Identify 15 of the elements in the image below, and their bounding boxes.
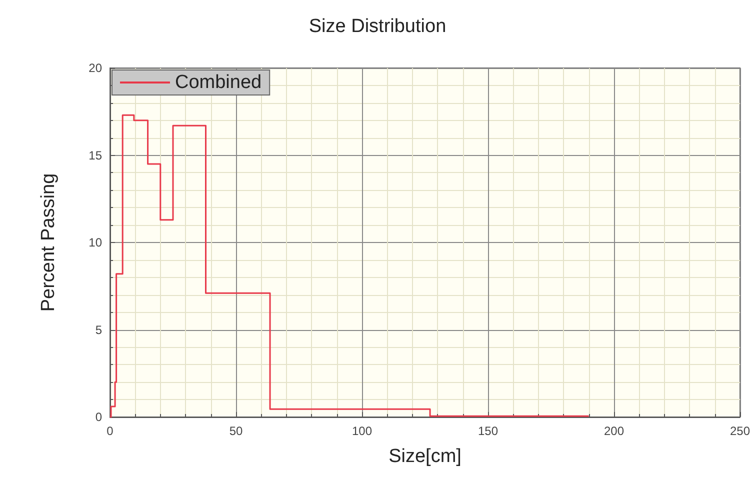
y-tick-label: 5 (95, 322, 102, 337)
y-tick-label: 20 (88, 61, 102, 75)
x-axis-title: Size[cm] (388, 446, 462, 467)
chart-title: Size Distribution (308, 16, 446, 37)
legend-label: Combined (175, 72, 262, 93)
x-tick-label: 200 (604, 424, 624, 438)
y-axis-title: Percent Passing (38, 173, 59, 312)
x-tick-label: 100 (352, 424, 372, 438)
y-tick-label: 10 (88, 236, 102, 250)
x-tick-label: 50 (229, 424, 243, 438)
y-tick-label: 15 (88, 148, 102, 162)
x-tick-label: 150 (478, 424, 498, 438)
y-tick-label: 0 (95, 410, 102, 424)
x-tick-label: 0 (106, 424, 114, 438)
x-tick-label: 250 (730, 424, 750, 438)
